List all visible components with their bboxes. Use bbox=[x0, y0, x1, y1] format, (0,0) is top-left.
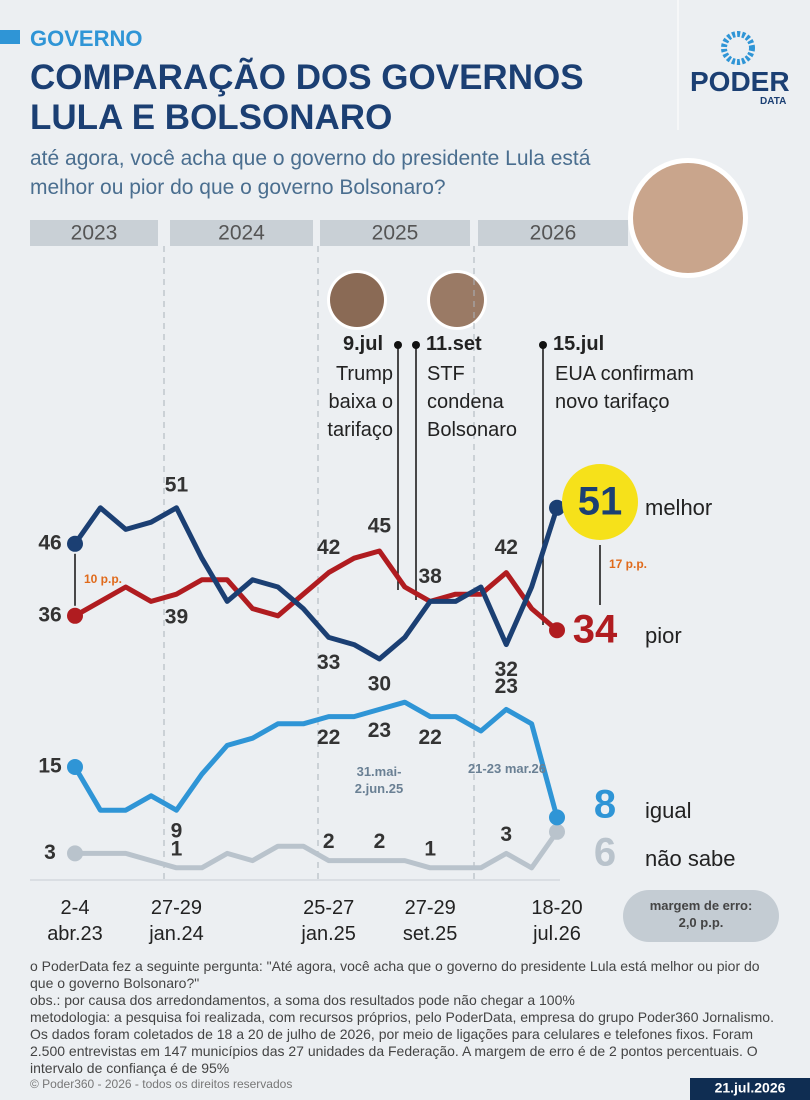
legend-label: não sabe bbox=[645, 846, 736, 871]
value-label: 1 bbox=[424, 837, 436, 860]
note: obs.: por causa dos arredondamentos, a s… bbox=[30, 992, 575, 1008]
legend-label: melhor bbox=[645, 495, 712, 520]
period-label: 2026 bbox=[530, 222, 577, 245]
legend-label: igual bbox=[645, 798, 691, 823]
event-date: 15.jul bbox=[553, 333, 605, 355]
period-band bbox=[320, 220, 470, 246]
footer-bg bbox=[0, 1078, 810, 1100]
value-label: 42 bbox=[317, 536, 340, 559]
period-band bbox=[30, 220, 158, 246]
diff-label: 10 p.p. bbox=[84, 572, 122, 586]
diff-label: 17 p.p. bbox=[609, 557, 647, 571]
copyright: © Poder360 - 2026 - todos os direitos re… bbox=[30, 1077, 292, 1091]
logo-icon bbox=[721, 31, 755, 65]
period-label: 2025 bbox=[372, 222, 419, 245]
period-label: 2023 bbox=[71, 222, 118, 245]
survey-note: 21-23 mar.26 bbox=[467, 761, 547, 776]
value-label: 2 bbox=[374, 830, 386, 853]
period-band bbox=[478, 220, 628, 246]
note: metodologia: a pesquisa foi realizada, c… bbox=[30, 1009, 774, 1076]
section: GOVERNO bbox=[30, 26, 143, 51]
subtitle: até agora, você acha que o governo do pr… bbox=[30, 147, 591, 199]
point bbox=[549, 823, 565, 840]
x-tick-label: 2-4 abr.23 bbox=[47, 897, 103, 945]
event-text: EUA confirmam novo tarifaço bbox=[555, 363, 694, 413]
value-label: 38 bbox=[418, 565, 442, 588]
end-label: 51 bbox=[578, 480, 623, 524]
margin-text: margem de erro: 2,0 p.p. bbox=[650, 898, 753, 930]
end-label: 34 bbox=[573, 608, 618, 652]
series-line bbox=[75, 830, 560, 871]
event-date: 9.jul bbox=[342, 333, 383, 355]
event-date: 11.set bbox=[426, 333, 482, 355]
end-label: 8 bbox=[594, 783, 616, 827]
value-label: 42 bbox=[495, 536, 518, 559]
photo-trump-face bbox=[330, 273, 384, 327]
point bbox=[67, 759, 83, 775]
x-tick-label: 18-20 jul.26 bbox=[531, 897, 583, 945]
legend-label: pior bbox=[645, 623, 682, 648]
value-label: 51 bbox=[165, 473, 189, 496]
value-label: 36 bbox=[38, 603, 61, 626]
end-label: 6 bbox=[594, 831, 616, 875]
value-label: 45 bbox=[368, 515, 392, 538]
margin-box bbox=[623, 890, 779, 942]
event-text: Trump baixa o tarifaço bbox=[327, 363, 393, 441]
value-label: 22 bbox=[418, 726, 441, 749]
event-dot bbox=[394, 341, 402, 349]
section-marker bbox=[0, 30, 20, 44]
value-label: 30 bbox=[368, 673, 391, 696]
photo-lula-face bbox=[633, 163, 743, 273]
period-label: 2024 bbox=[218, 222, 265, 245]
date-box bbox=[690, 1078, 810, 1100]
value-label: 1 bbox=[171, 837, 183, 860]
value-label: 9 bbox=[171, 820, 183, 843]
logo: PODER bbox=[690, 66, 790, 97]
point bbox=[67, 845, 83, 862]
x-tick-label: 27-29 jan.24 bbox=[149, 897, 204, 945]
title: COMPARAÇÃO DOS GOVERNOS LULA E BOLSONARO bbox=[30, 58, 584, 137]
value-label: 23 bbox=[368, 719, 391, 742]
value-label: 3 bbox=[500, 823, 512, 846]
value-label: 22 bbox=[317, 726, 340, 749]
value-label: 32 bbox=[495, 658, 518, 681]
point bbox=[67, 535, 83, 552]
value-label: 23 bbox=[495, 675, 518, 698]
event-text: STF condena Bolsonaro bbox=[427, 363, 518, 441]
point bbox=[549, 809, 565, 826]
value-label: 33 bbox=[317, 651, 340, 674]
value-label: 2 bbox=[323, 830, 335, 853]
point bbox=[549, 622, 565, 639]
x-tick-label: 25-27 jan.25 bbox=[301, 897, 356, 945]
value-label: 15 bbox=[38, 755, 62, 778]
photo-bolsonaro-face bbox=[430, 273, 484, 327]
value-label: 46 bbox=[38, 531, 61, 554]
logo-sub: DATA bbox=[760, 96, 787, 107]
value-label: 3 bbox=[44, 841, 56, 864]
point bbox=[67, 607, 83, 624]
period-band bbox=[170, 220, 313, 246]
x-tick-label: 27-29 set.25 bbox=[402, 897, 458, 945]
note: o PoderData fez a seguinte pergunta: "At… bbox=[30, 958, 760, 991]
value-label: 39 bbox=[165, 606, 188, 629]
event-dot bbox=[412, 341, 420, 349]
highlight bbox=[562, 464, 638, 540]
notes: o PoderData fez a seguinte pergunta: "At… bbox=[30, 958, 780, 1077]
series-line bbox=[73, 548, 559, 633]
event-dot bbox=[539, 341, 547, 349]
point bbox=[549, 499, 565, 516]
series-line bbox=[72, 699, 560, 819]
series-line bbox=[72, 505, 560, 662]
footer-date: 21.jul.2026 bbox=[715, 1080, 786, 1096]
survey-note: 31.mai-2.jun.25 bbox=[354, 764, 404, 796]
